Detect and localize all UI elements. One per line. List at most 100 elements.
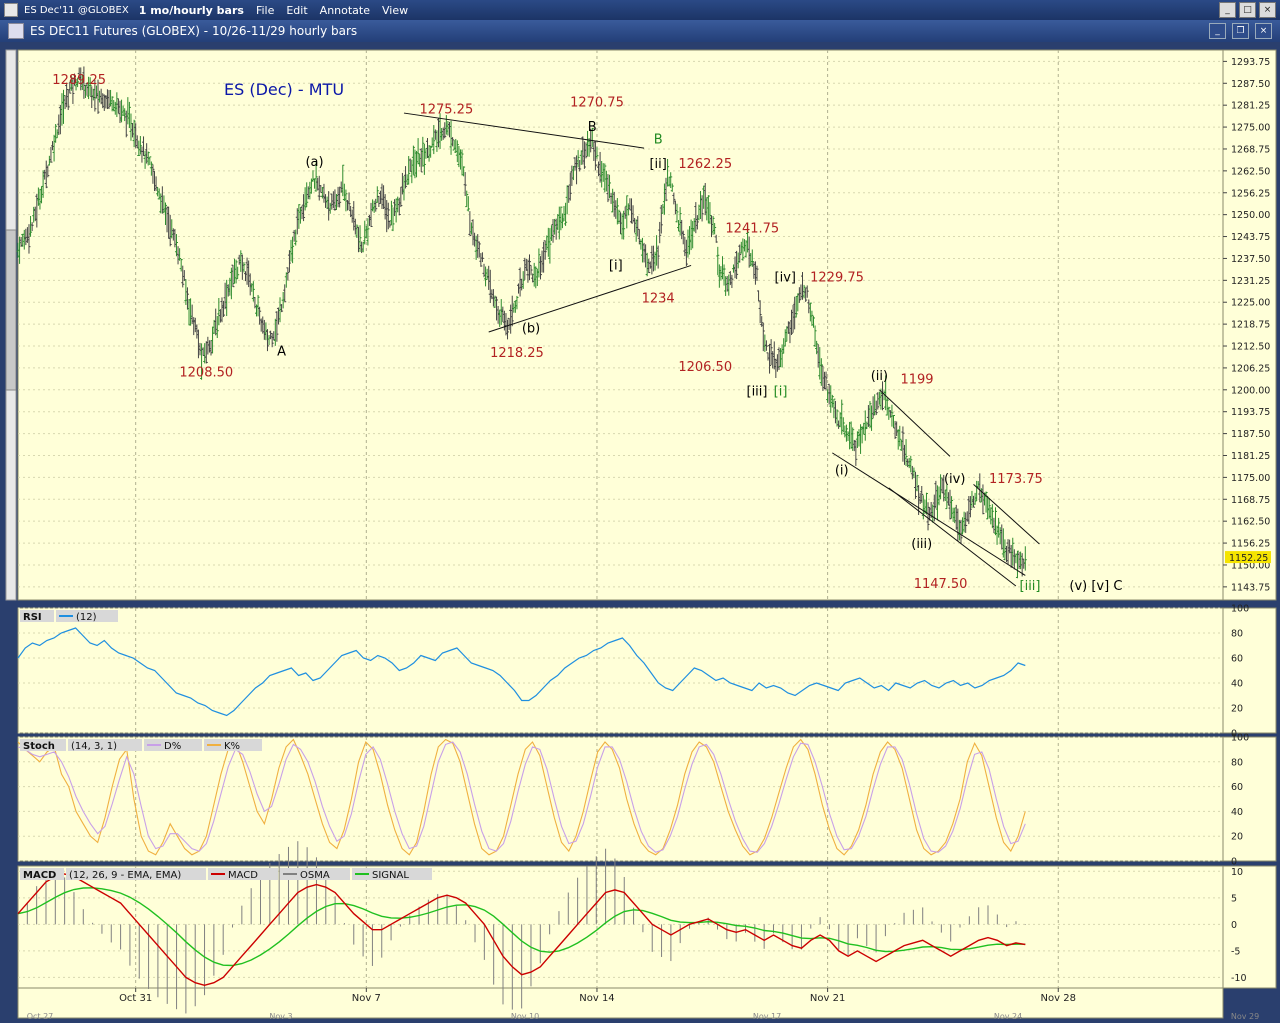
- price-bars: [16, 66, 1027, 579]
- price-bar: [375, 186, 379, 203]
- price-bar: [741, 238, 745, 261]
- menu-file[interactable]: File: [255, 3, 275, 17]
- price-bar: [93, 79, 97, 112]
- chart-window-titlebar: ES DEC11 Futures (GLOBEX) - 10/26-11/29 …: [0, 20, 1280, 42]
- chart-close-button[interactable]: ×: [1255, 23, 1272, 39]
- time-tick-label: Nov 7: [352, 993, 381, 1004]
- stoch-axis-area: [1222, 736, 1277, 862]
- time-small-label: Nov 10: [511, 1012, 539, 1021]
- price-bar: [76, 77, 80, 88]
- price-bar: [887, 406, 891, 420]
- price-bar: [738, 244, 742, 263]
- price-bar: [185, 287, 189, 310]
- wave-label: (v) [v] C: [1069, 579, 1122, 594]
- period-selector[interactable]: 1 mo/hourly bars: [138, 3, 244, 17]
- price-bar: [291, 236, 295, 264]
- price-bar: [44, 160, 48, 189]
- price-tick-label: 1168.75: [1231, 495, 1270, 506]
- price-bar: [915, 474, 919, 492]
- price-bar: [578, 160, 582, 172]
- macd-tick-label: 5: [1231, 893, 1237, 904]
- minimize-button[interactable]: _: [1219, 2, 1236, 18]
- price-bar: [234, 259, 238, 284]
- price-bar: [950, 496, 954, 519]
- price-bar: [96, 79, 100, 114]
- price-bar: [275, 311, 279, 342]
- maximize-button[interactable]: □: [1239, 2, 1256, 18]
- price-bar: [427, 145, 431, 162]
- price-bar: [675, 203, 679, 223]
- price-bar: [222, 300, 226, 317]
- price-bar: [305, 182, 309, 208]
- rsi-tick-label: 80: [1231, 629, 1243, 640]
- stoch-tick-label: 0: [1231, 857, 1237, 868]
- close-button[interactable]: ×: [1259, 2, 1276, 18]
- price-tick-label: 1237.50: [1231, 254, 1270, 265]
- price-bar: [389, 200, 393, 226]
- price-bar: [808, 302, 812, 322]
- price-bar: [669, 172, 673, 189]
- price-bar: [920, 485, 924, 503]
- price-bar: [993, 507, 997, 536]
- stoch-legend-box: [204, 739, 262, 751]
- chart-restore-button[interactable]: ❐: [1232, 23, 1249, 39]
- price-pane: [17, 49, 1224, 601]
- rsi-legend-box: [56, 610, 118, 622]
- price-tick-label: 1231.25: [1231, 276, 1270, 287]
- price-bar: [904, 439, 908, 467]
- chart-canvas[interactable]: 1293.75 1287.50 1281.25 1275.00 1268.75 1262.…: [0, 42, 1280, 1023]
- price-label: 1234: [642, 292, 675, 307]
- price-bar: [706, 195, 710, 224]
- price-label: 1173.75: [989, 472, 1043, 487]
- price-bar: [391, 207, 395, 232]
- price-label: 1241.75: [725, 222, 779, 237]
- price-bar: [909, 455, 913, 473]
- price-bar: [495, 296, 499, 321]
- macd-legend: MACD (12, 26, 9 - EMA, EMA) MACD OSMA SIGNAL: [20, 868, 432, 881]
- price-bar: [868, 401, 872, 429]
- rsi-tick-label: 100: [1231, 604, 1249, 615]
- price-bar: [72, 73, 76, 86]
- menu-edit[interactable]: Edit: [286, 3, 308, 17]
- price-bar: [529, 264, 533, 276]
- macd-legend-label: MACD: [23, 870, 56, 881]
- stoch-legend-box: [20, 739, 66, 751]
- macd-legend-label: SIGNAL: [372, 870, 409, 881]
- rsi-tick-label: 40: [1231, 679, 1243, 690]
- time-small-label: Oct 27: [27, 1012, 54, 1021]
- symbol-selector[interactable]: ES Dec'11 @GLOBEX: [24, 4, 129, 16]
- price-bar: [984, 491, 988, 513]
- rsi-legend-label: (12): [76, 612, 97, 623]
- price-bar: [593, 141, 597, 171]
- price-bar: [465, 190, 469, 208]
- price-bar: [283, 284, 287, 303]
- stoch-tick-label: 20: [1231, 832, 1243, 843]
- price-bar: [181, 265, 185, 288]
- price-bar: [548, 228, 552, 264]
- price-bar: [174, 234, 178, 257]
- time-tick-label: Nov 28: [1041, 993, 1076, 1004]
- chart-minimize-button[interactable]: _: [1209, 23, 1226, 39]
- price-bar: [681, 230, 685, 245]
- left-scrollbar-thumb: [5, 229, 17, 391]
- price-bar: [422, 143, 426, 175]
- menu-view[interactable]: View: [382, 3, 409, 17]
- time-small-label: Nov 24: [994, 1012, 1022, 1021]
- price-bar: [844, 424, 848, 442]
- price-bar: [750, 249, 754, 267]
- price-bar: [178, 248, 182, 261]
- price-bar: [695, 215, 699, 230]
- price-bar: [901, 426, 905, 462]
- price-bar: [344, 189, 348, 212]
- trendline: [973, 484, 1040, 545]
- price-bar: [443, 122, 447, 139]
- price-bar: [885, 398, 889, 416]
- menu-annotate[interactable]: Annotate: [319, 3, 371, 17]
- price-bar: [416, 138, 420, 165]
- price-tick-label: 1225.00: [1231, 298, 1270, 309]
- price-bar: [399, 186, 403, 208]
- stoch-tick-label: 40: [1231, 807, 1243, 818]
- price-bar: [347, 192, 351, 211]
- app-titlebar: ES Dec'11 @GLOBEX 1 mo/hourly bars File …: [0, 0, 1280, 20]
- price-tick-label: 1281.25: [1231, 101, 1270, 112]
